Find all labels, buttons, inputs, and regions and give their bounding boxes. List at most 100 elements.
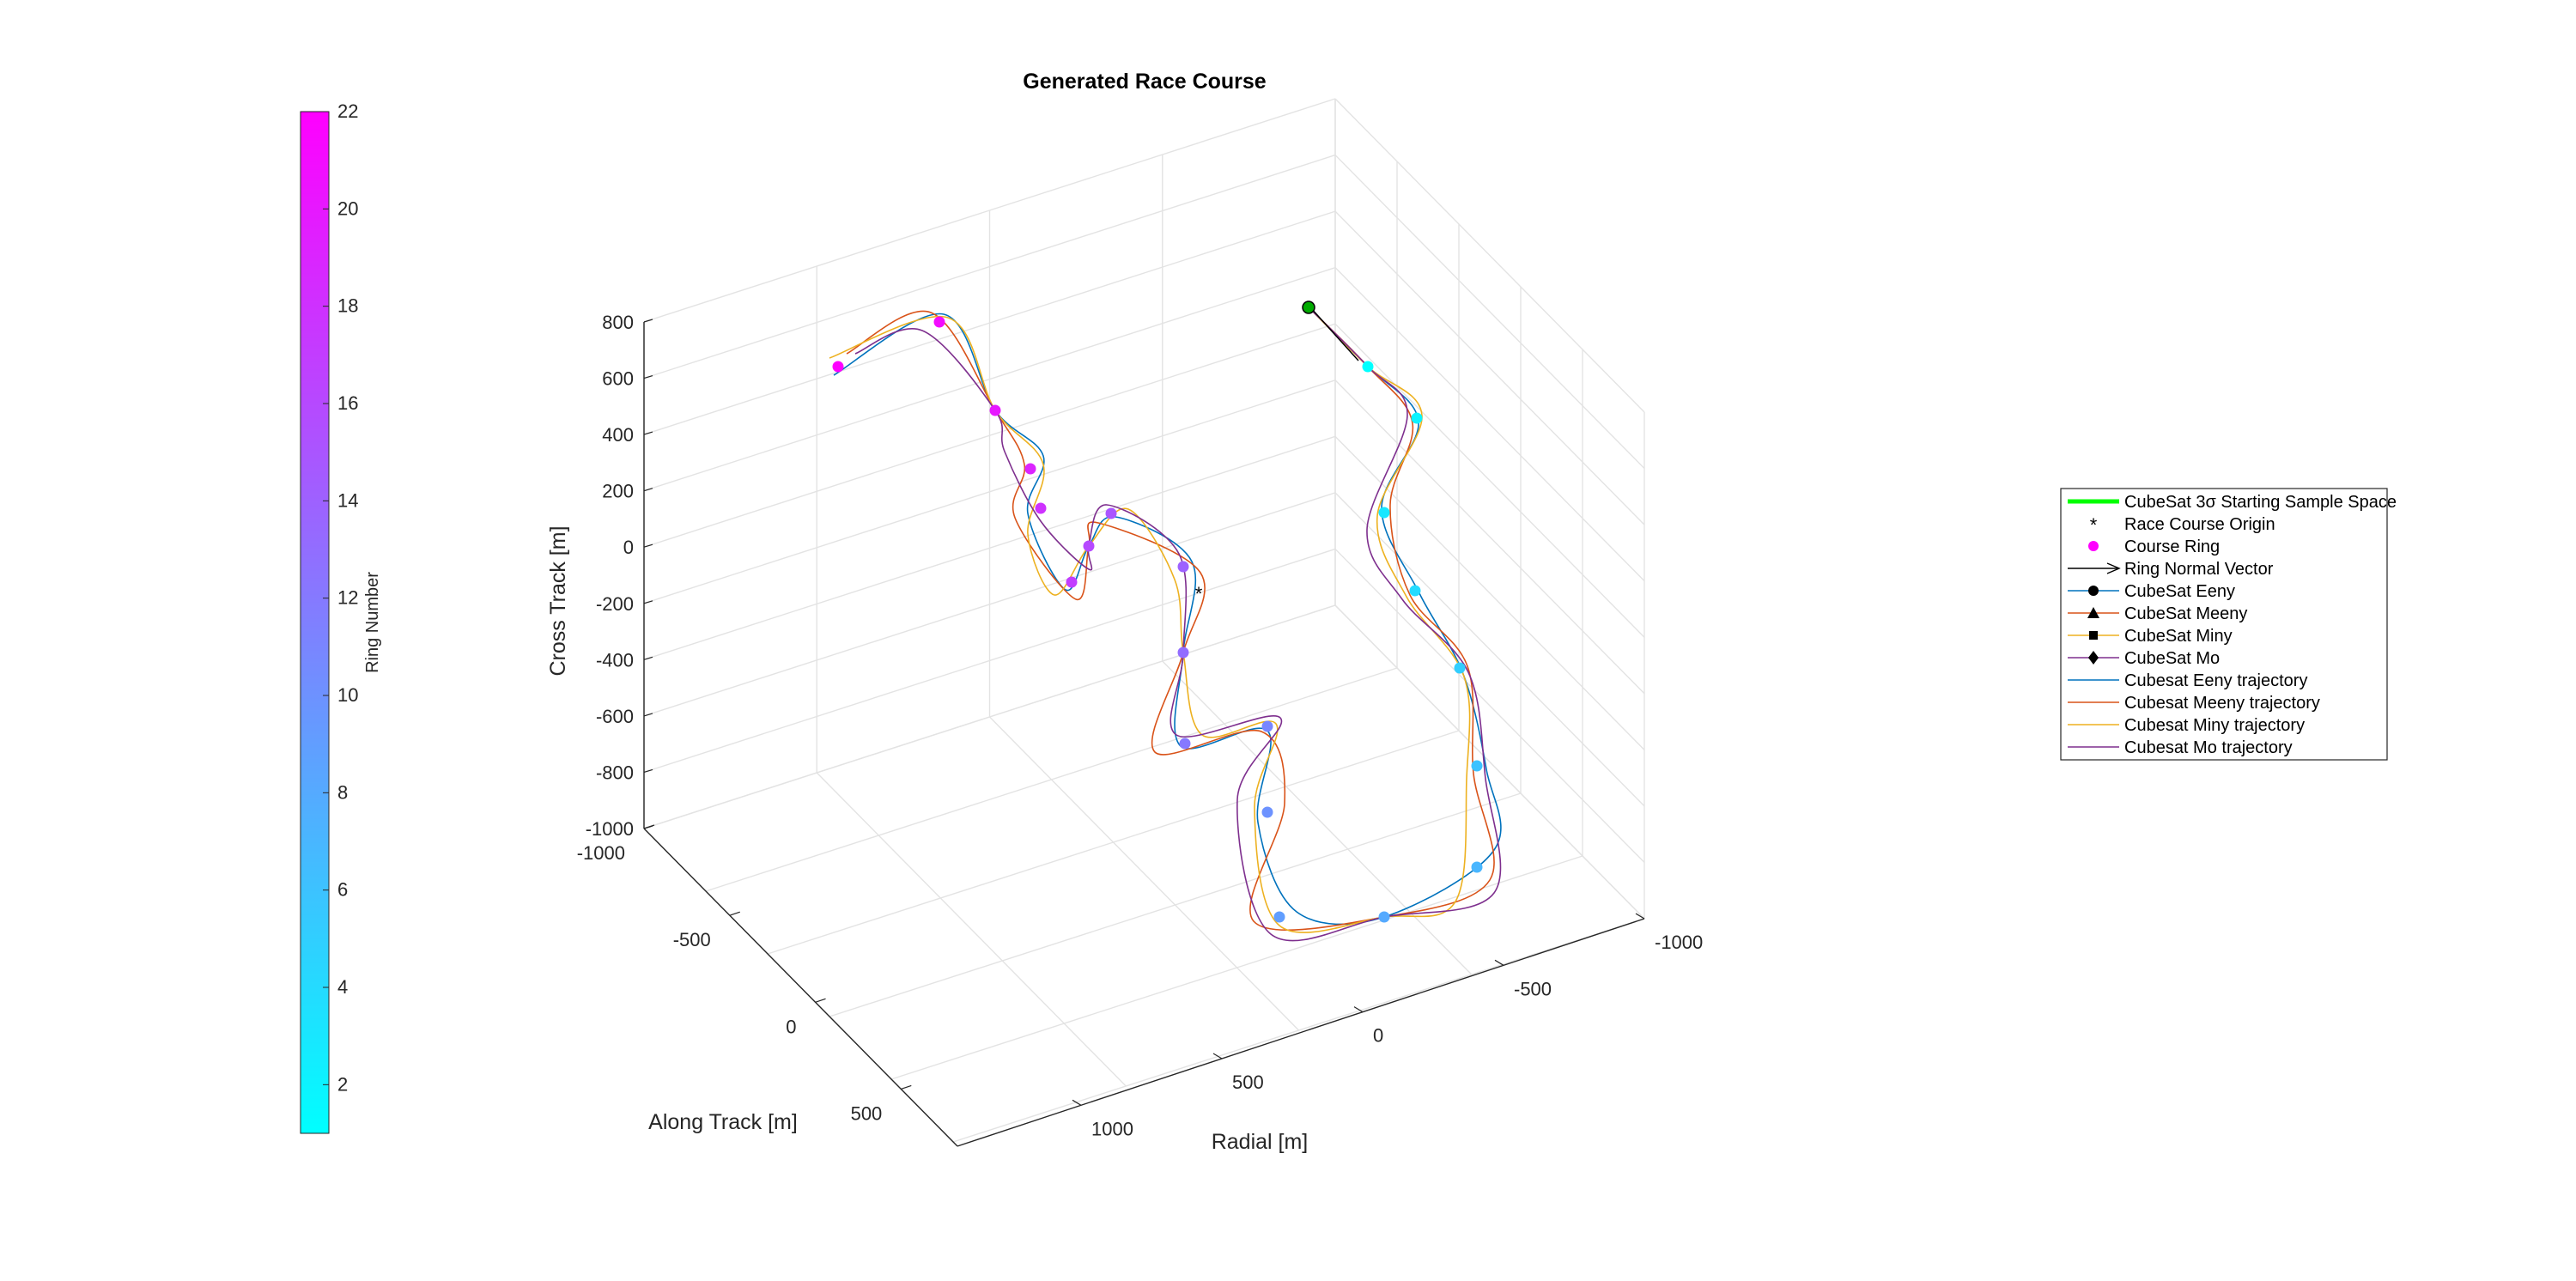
grid-line-floor [643, 604, 1336, 829]
grid-line-right-wall [1334, 604, 1645, 920]
radial-tick-mark [1212, 1053, 1223, 1059]
colorbar-tick-label: 12 [337, 587, 358, 609]
cross-track-tick-mark [643, 319, 653, 323]
cross-track-tick-mark [643, 488, 653, 492]
along-track-tick-mark [643, 824, 655, 829]
grid-line-left-wall [643, 323, 1336, 548]
cross-track-tick-mark [643, 543, 653, 548]
grid-line-left-wall [643, 98, 1336, 323]
radial-axis-label: Radial [m] [1212, 1130, 1309, 1154]
radial-tick-mark [1353, 1006, 1364, 1013]
radial-ticks: -1000 -500 0 500 1000 [1072, 913, 1703, 1139]
grid-line-right-wall [1334, 210, 1645, 525]
legend-label: Cubesat Mo trajectory [2124, 738, 2293, 757]
legend-label: Course Ring [2124, 537, 2220, 556]
legend-label: Cubesat Meeny trajectory [2124, 694, 2320, 713]
grid-line-right-wall [1334, 267, 1645, 582]
axes-grid [643, 98, 1645, 1143]
course-ring [1179, 738, 1191, 750]
colorbar: 22 20 18 16 14 12 10 8 6 4 2 Ring Number [300, 100, 382, 1134]
legend-swatch [2088, 541, 2099, 551]
colorbar-tick-label: 14 [337, 489, 358, 511]
trajectory-line [854, 307, 1502, 942]
legend-marker [2088, 651, 2099, 665]
grid-line-left-wall [643, 267, 1336, 492]
cross-track-axis-label: Cross Track [m] [546, 525, 570, 676]
legend-marker [2089, 631, 2098, 640]
colorbar-tick-label: 22 [337, 100, 358, 122]
grid-line-floor [952, 918, 1645, 1143]
along-track-tick-mark [815, 998, 826, 1003]
course-ring [1035, 502, 1047, 514]
legend-label: Cubesat Eeny trajectory [2124, 671, 2307, 690]
course-ring [1471, 760, 1483, 772]
course-ring [1177, 561, 1189, 573]
legend-label: Ring Normal Vector [2124, 560, 2274, 579]
grid-line-floor [989, 716, 1299, 1031]
legend-label: CubeSat 3σ Starting Sample Space [2124, 493, 2397, 512]
grid-line-right-wall [1334, 492, 1645, 807]
legend-box [2060, 488, 2388, 761]
legend-entry: CubeSat Meeny [2068, 604, 2247, 623]
colorbar-tick-label: 2 [337, 1073, 348, 1095]
course-ring [1261, 720, 1273, 732]
cross-track-tick-label: -200 [596, 593, 634, 615]
radial-tick-mark [1072, 1099, 1082, 1106]
grid-line-left-wall [643, 492, 1336, 717]
radial-axis-line [957, 918, 1645, 1147]
course-ring [1273, 911, 1285, 923]
along-track-tick-mark [901, 1084, 912, 1090]
along-track-tick-label: -500 [673, 929, 711, 950]
legend-entry: Cubesat Mo trajectory [2068, 738, 2293, 757]
radial-tick-label: -500 [1514, 978, 1552, 999]
legend-label: Cubesat Miny trajectory [2124, 716, 2305, 735]
cross-track-tick-label: 400 [602, 424, 634, 446]
along-track-tick-label: -1000 [577, 842, 625, 864]
colorbar-gradient [300, 111, 330, 1134]
grid-line-right-wall [1334, 379, 1645, 695]
trajectories [829, 307, 1502, 942]
legend-label: CubeSat Miny [2124, 627, 2233, 646]
along-track-tick-label: 0 [786, 1016, 796, 1037]
course-ring [1378, 911, 1390, 923]
legend-entry: Cubesat Meeny trajectory [2068, 694, 2320, 713]
course-ring [1411, 412, 1423, 424]
cross-track-tick-label: -800 [596, 762, 634, 783]
cross-track-tick-label: 800 [602, 312, 634, 333]
cross-track-tick-mark [643, 656, 653, 660]
legend-label: CubeSat Eeny [2124, 582, 2235, 601]
legend-entry: Course Ring [2088, 537, 2220, 556]
legend-entry: CubeSat Eeny [2068, 582, 2235, 601]
radial-tick-label: 500 [1232, 1072, 1264, 1093]
cross-track-tick-label: 200 [602, 481, 634, 502]
chart-title: Generated Race Course [1023, 70, 1267, 94]
grid-line-floor [829, 792, 1522, 1017]
legend-label: CubeSat Meeny [2124, 604, 2247, 623]
radial-tick-label: 0 [1373, 1025, 1383, 1047]
along-track-tick-mark [729, 911, 740, 916]
radial-tick-label: 1000 [1091, 1118, 1133, 1139]
colorbar-tick-label: 20 [337, 197, 358, 219]
trajectory-line [846, 307, 1495, 931]
course-ring [1066, 576, 1078, 588]
cross-track-tick-label: -600 [596, 706, 634, 727]
axes-box [643, 322, 1645, 1147]
cross-track-tick-mark [643, 431, 653, 435]
radial-tick-label: -1000 [1655, 932, 1703, 953]
course-ring [1471, 861, 1483, 873]
grid-line-floor [767, 730, 1460, 955]
legend-marker [2088, 586, 2099, 596]
along-track-ticks: -1000 -500 0 500 [577, 824, 912, 1124]
legend-marker [2087, 607, 2099, 618]
colorbar-tick-label: 18 [337, 295, 358, 317]
legend-swatch-arrowhead [2106, 562, 2121, 574]
course-ring [933, 316, 945, 328]
course-ring [989, 404, 1001, 416]
grid-line-floor [705, 667, 1398, 892]
grid-line-left-wall [643, 210, 1336, 435]
legend-entry: Ring Normal Vector [2068, 560, 2274, 579]
legend-entry: CubeSat 3σ Starting Sample Space [2068, 493, 2397, 512]
grid-line-left-wall [643, 435, 1336, 660]
colorbar-tick-label: 16 [337, 392, 358, 414]
